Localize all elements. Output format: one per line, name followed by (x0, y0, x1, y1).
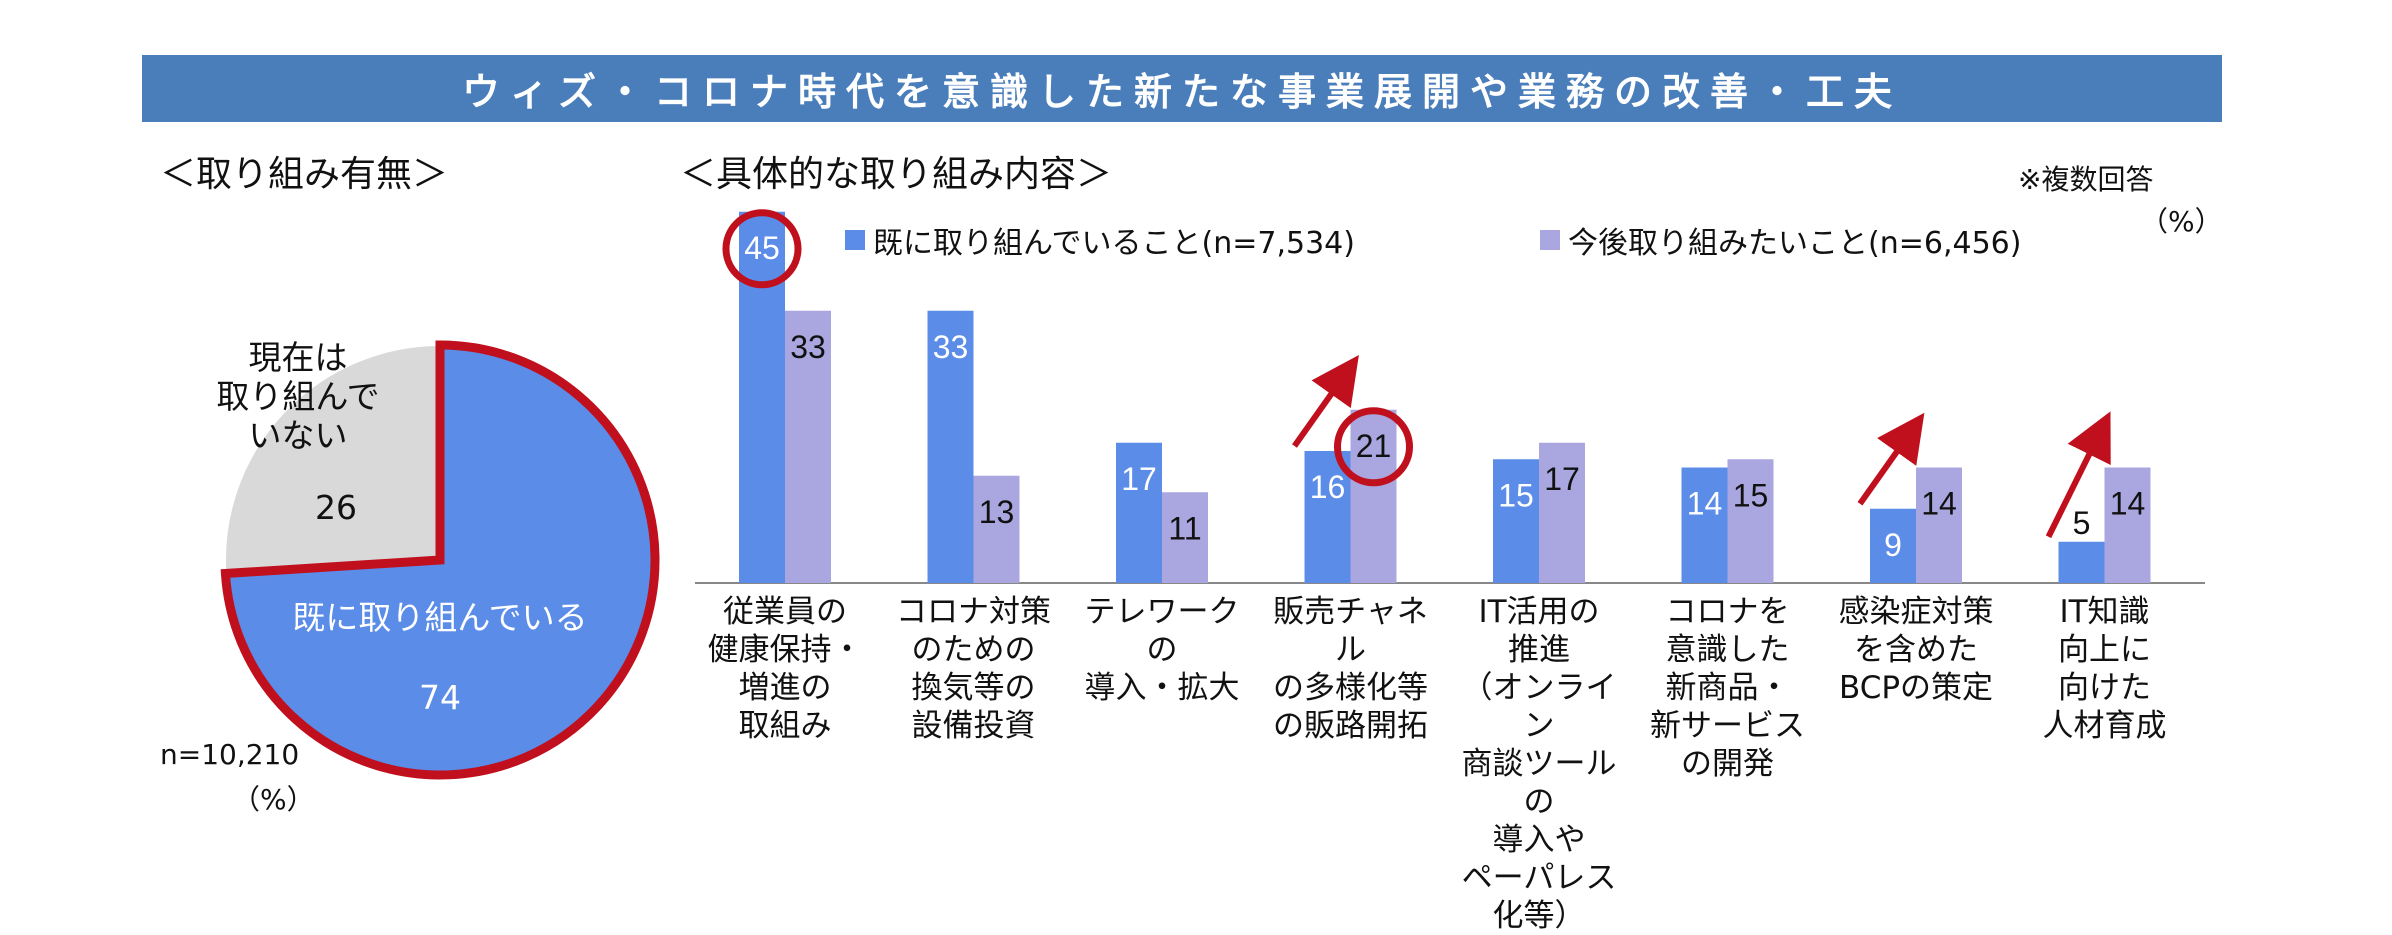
legend-label-series-1: 今後取り組みたいこと(n=6,456) (1568, 226, 2022, 261)
trend-arrow-0 (1292, 355, 1359, 448)
legend-item-series-1: 今後取り組みたいこと(n=6,456) (1540, 218, 2021, 262)
bar-s1-5 (1727, 459, 1774, 583)
category-label-1: コロナ対策 のための 換気等の 設備投資 (896, 594, 1051, 744)
pie-slice-label-0: 既に取り組んでいる (292, 598, 588, 637)
data-label-s0-5: 14 (1687, 486, 1723, 522)
data-label-s0-1: 33 (933, 329, 969, 365)
pie-unit-label: （%） (232, 783, 315, 816)
bar-s0-1 (927, 310, 974, 583)
bar-s1-3 (1350, 409, 1397, 583)
data-label-s0-6: 9 (1884, 527, 1902, 563)
bar-unit-label: （%） (2140, 205, 2223, 238)
category-label-2: テレワークの 導入・拡大 (1084, 594, 1240, 706)
trend-arrow-2 (2045, 411, 2111, 539)
bar-s1-2 (1162, 492, 1208, 583)
bar-s0-4 (1493, 459, 1539, 583)
pie-slice-value-0: 74 (419, 678, 461, 717)
pie-section-title: ＜取り組み有無＞ (160, 154, 449, 195)
banner-title: ウィズ・コロナ時代を意識した新たな事業展開や業務の改善・工夫 (461, 70, 1902, 114)
bar-s0-5 (1681, 467, 1728, 583)
data-label-s1-6: 14 (1921, 486, 1957, 522)
pie-slice-value-1: 26 (315, 488, 357, 527)
bar-s1-4 (1539, 442, 1585, 583)
pie-n-note: n=10,210 (160, 738, 300, 771)
data-label-s0-3: 16 (1310, 469, 1346, 505)
category-label-6: 感染症対策 を含めた BCPの策定 (1838, 594, 1994, 706)
bar-s1-1 (973, 475, 1020, 583)
bar-section-title: ＜具体的な取り組み内容＞ (680, 154, 1113, 195)
bar-s0-6 (1870, 508, 1916, 583)
bar-s1-7 (2104, 467, 2151, 583)
data-label-s1-5: 15 (1733, 477, 1769, 513)
data-label-s1-2: 11 (1168, 510, 1201, 546)
bar-s0-0 (739, 211, 785, 583)
data-label-s1-7: 14 (2110, 486, 2146, 522)
pie-slice-1 (224, 343, 441, 575)
pie-slice-label-1: 現在は 取り組んで いない (216, 338, 380, 455)
bar-s0-3 (1304, 451, 1351, 583)
pie-slice-0 (220, 340, 660, 780)
category-label-0: 従業員の 健康保持・ 増進の 取組み (707, 594, 863, 744)
data-label-s0-2: 17 (1121, 461, 1157, 497)
highlight-circle-0 (722, 209, 802, 289)
data-label-s1-0: 33 (790, 329, 826, 365)
legend-swatch-series-1 (1540, 230, 1560, 250)
bar-s0-2 (1116, 442, 1162, 583)
data-label-s1-1: 13 (979, 494, 1015, 530)
bar-s0-7 (2058, 541, 2105, 583)
chart-canvas: 45 33 17 16 15 14 9 5 33 13 11 21 17 15 14 14 (220, 209, 2205, 780)
data-label-s1-4: 17 (1544, 461, 1580, 497)
data-label-s1-3: 21 (1356, 428, 1392, 464)
data-label-s0-0: 45 (744, 230, 780, 266)
data-label-s0-7: 5 (2073, 505, 2091, 541)
category-label-7: IT知識 向上に 向けた 人材育成 (2042, 594, 2167, 744)
legend-swatch-series-0 (845, 230, 865, 250)
legend-item-series-0: 既に取り組んでいること(n=7,534) (845, 218, 1355, 262)
category-label-5: コロナを 意識した 新商品・ 新サービス の開発 (1650, 594, 1805, 782)
multiple-answer-note: ※複数回答 (2018, 163, 2154, 196)
bar-s1-6 (1916, 467, 1962, 583)
category-label-3: 販売チャネル の多様化等 の販路開拓 (1273, 594, 1428, 744)
trend-arrow-1 (1857, 412, 1925, 506)
title-banner: ウィズ・コロナ時代を意識した新たな事業展開や業務の改善・工夫 (142, 55, 2222, 122)
highlight-circle-1 (1334, 407, 1413, 487)
bar-s1-0 (785, 310, 831, 583)
data-label-s0-4: 15 (1498, 477, 1534, 513)
legend-label-series-0: 既に取り組んでいること(n=7,534) (873, 226, 1355, 261)
